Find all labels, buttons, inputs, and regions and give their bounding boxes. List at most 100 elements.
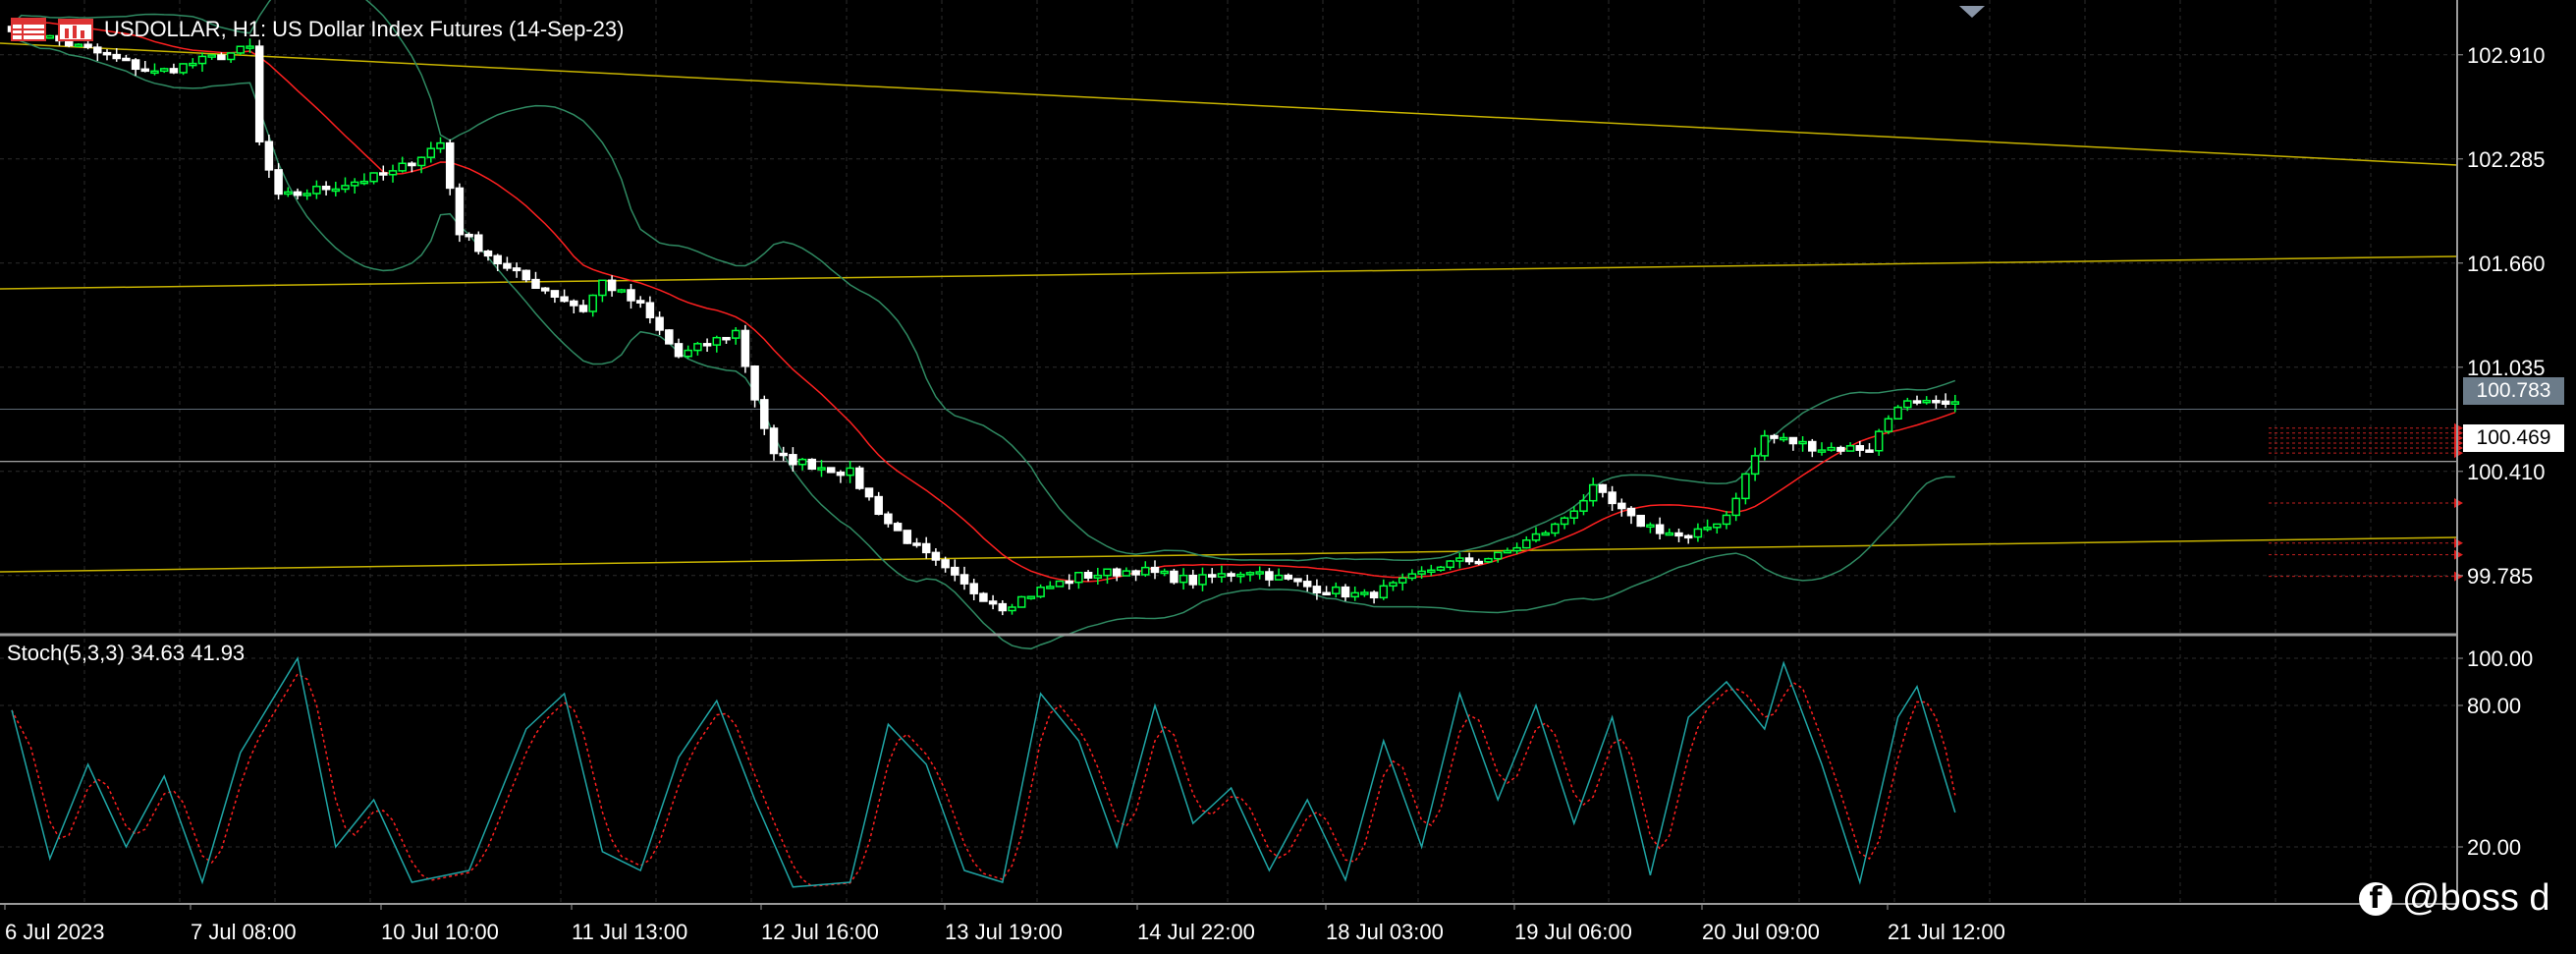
candle-body <box>607 279 617 292</box>
candle-body <box>1912 400 1922 404</box>
candle-body <box>1560 517 1569 526</box>
candle-body <box>1265 571 1274 581</box>
candle-body <box>1512 546 1521 552</box>
candle-body <box>455 187 465 236</box>
candle-body <box>150 70 159 75</box>
stoch-tick-label: 80.00 <box>2467 694 2521 718</box>
bollinger-bands <box>11 0 1956 650</box>
candle-body <box>426 147 436 158</box>
candle-body <box>1827 446 1836 451</box>
candle-body <box>483 250 493 257</box>
candle-body <box>1845 445 1855 452</box>
candle-body <box>1731 497 1740 517</box>
candle-body <box>350 181 359 187</box>
symbol-title: USDOLLAR, H1: US Dollar Index Futures (1… <box>104 17 625 41</box>
candle-body <box>1131 570 1140 576</box>
candle-body <box>1950 401 1960 405</box>
candle-body <box>674 343 684 358</box>
candle-body <box>1255 571 1264 575</box>
candle-body <box>169 68 179 74</box>
candle-body <box>874 495 883 516</box>
candle-body <box>570 300 578 307</box>
candle-body <box>1093 574 1103 579</box>
candle-body <box>1903 400 1912 409</box>
candle-body <box>1217 573 1227 578</box>
candle-body <box>1141 566 1150 576</box>
candle-body <box>436 141 445 149</box>
candle-body <box>1922 399 1931 404</box>
time-tick-label: 6 Jul 2023 <box>5 920 105 944</box>
candle-body <box>731 329 740 339</box>
stoch-main-line <box>11 655 1956 888</box>
chart-header: USDOLLAR, H1: US Dollar Index Futures (1… <box>10 10 624 49</box>
candle-body <box>189 62 197 67</box>
candle-body <box>1893 406 1902 420</box>
candle-body <box>159 68 169 73</box>
watermark-text: @boss d <box>2402 877 2550 919</box>
candle-body <box>979 592 988 602</box>
candle-body <box>1170 570 1178 584</box>
price-axis: 102.910 102.285 101.660 101.035 100.410 99.78… <box>2457 43 2546 860</box>
candle-body <box>131 59 140 71</box>
candle-body <box>540 287 550 292</box>
candle-body <box>1808 440 1817 452</box>
candle-body <box>1427 569 1436 574</box>
candle-body <box>521 269 531 281</box>
time-tick-label: 18 Jul 03:00 <box>1326 920 1444 944</box>
candle-body <box>512 267 521 272</box>
candle-body <box>617 289 627 293</box>
price-tick-label: 100.410 <box>2467 460 2546 484</box>
candle-body <box>416 156 426 167</box>
candle-body <box>1817 449 1827 453</box>
candle-body <box>627 289 635 302</box>
candle-body <box>1503 549 1512 554</box>
candle-body <box>465 233 473 238</box>
candle-body <box>1036 587 1045 597</box>
candle-body <box>1932 399 1941 404</box>
candle-body <box>1417 570 1426 575</box>
candle-body <box>1674 532 1683 537</box>
candle-body <box>1836 446 1845 452</box>
spreadsheet-icon[interactable] <box>10 17 47 42</box>
candle-body <box>1065 580 1073 585</box>
trendline-middle <box>0 255 2458 290</box>
level-arrow <box>2454 549 2463 560</box>
stochastic-indicator <box>11 655 1956 888</box>
candle-body <box>1541 532 1550 536</box>
time-axis: 6 Jul 2023 7 Jul 08:00 10 Jul 10:00 11 Jul … <box>4 904 2005 944</box>
candle-body <box>846 467 854 477</box>
candle-body <box>302 193 311 196</box>
candle-body <box>779 452 788 457</box>
candle-body <box>1941 400 1950 405</box>
candle-body <box>1245 572 1255 576</box>
candle-body <box>836 472 846 477</box>
candle-body <box>83 43 92 48</box>
chart-window-icon[interactable] <box>57 17 94 42</box>
time-tick-label: 20 Jul 09:00 <box>1702 920 1820 944</box>
candle-body <box>855 467 864 489</box>
candle-body <box>140 68 150 73</box>
candle-body <box>1236 573 1245 578</box>
candle-body <box>179 63 188 74</box>
candle-body <box>122 57 131 62</box>
candle-body <box>1636 514 1645 528</box>
candle-body <box>712 336 722 346</box>
trendline-upper <box>0 42 2458 166</box>
candle-body <box>969 583 978 594</box>
candle-body <box>1112 568 1122 577</box>
trendline-lower <box>0 536 2458 573</box>
candle-body <box>921 542 931 554</box>
candle-body <box>1008 606 1016 612</box>
candle-body <box>1103 568 1112 577</box>
candle-body <box>1055 580 1065 588</box>
price-tick-label: 102.285 <box>2467 147 2546 172</box>
candle-body <box>760 399 769 429</box>
candle-body <box>388 170 398 176</box>
candle-body <box>217 54 226 61</box>
candle-body <box>1322 591 1331 596</box>
candle-body <box>1722 514 1731 526</box>
candle-body <box>1016 595 1026 608</box>
candle-body <box>1046 586 1055 589</box>
candle-body <box>74 43 83 47</box>
candlesticks[interactable] <box>7 18 1960 616</box>
